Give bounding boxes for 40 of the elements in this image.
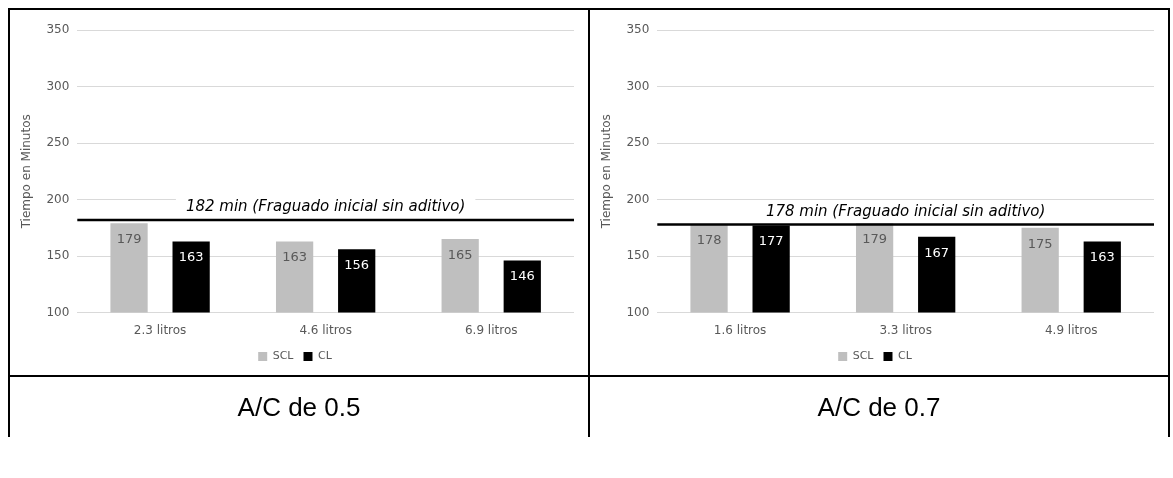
data-label: 179	[116, 231, 142, 247]
y-axis-title: Tiempo en Minutos	[19, 114, 34, 230]
y-tick-label: 250	[626, 135, 650, 150]
y-tick-label: 350	[46, 22, 70, 37]
y-tick-label: 350	[626, 22, 650, 37]
x-tick-label: 3.3 litros	[879, 322, 932, 337]
data-label: 178	[696, 232, 722, 248]
text: A/C de 0.7	[816, 390, 942, 424]
legend-label: SCL	[852, 349, 875, 363]
ref-line-label: 182 min (Fraguado inicial sin aditivo)	[185, 197, 466, 216]
y-tick-label: 250	[46, 135, 70, 150]
x-tick-label: 4.6 litros	[299, 322, 352, 337]
y-tick-label: 100	[46, 304, 70, 319]
y-tick-label: 300	[626, 78, 650, 93]
data-label: 177	[758, 233, 784, 249]
data-label: 163	[1089, 249, 1115, 265]
data-label: 165	[447, 247, 473, 262]
legend-label: CL	[317, 349, 333, 363]
x-tick-label: 1.6 litros	[713, 322, 767, 337]
y-tick-label: 100	[626, 304, 650, 319]
y-tick-label: 300	[46, 78, 70, 93]
y-tick-label: 200	[626, 191, 650, 206]
data-label: 167	[924, 244, 950, 260]
data-label: 146	[509, 268, 535, 284]
data-label: 179	[862, 231, 888, 247]
y-axis-title: Tiempo en Minutos	[599, 114, 614, 230]
y-tick-label: 150	[626, 248, 650, 263]
data-label: 163	[282, 249, 308, 265]
ref-line-label: 178 min (Fraguado inicial sin aditivo)	[765, 201, 1046, 220]
x-tick-label: 6.9 litros	[464, 322, 518, 337]
data-label: 175	[1027, 235, 1053, 251]
data-label: 156	[344, 257, 370, 273]
legend-label: SCL	[272, 349, 295, 363]
legend-label: CL	[897, 349, 913, 363]
data-label: 163	[178, 249, 204, 265]
y-tick-label: 150	[46, 248, 70, 263]
text: A/C de 0.5	[236, 390, 362, 424]
x-tick-label: 2.3 litros	[133, 322, 187, 337]
x-tick-label: 4.9 litros	[1044, 322, 1098, 337]
y-tick-label: 200	[46, 191, 70, 206]
